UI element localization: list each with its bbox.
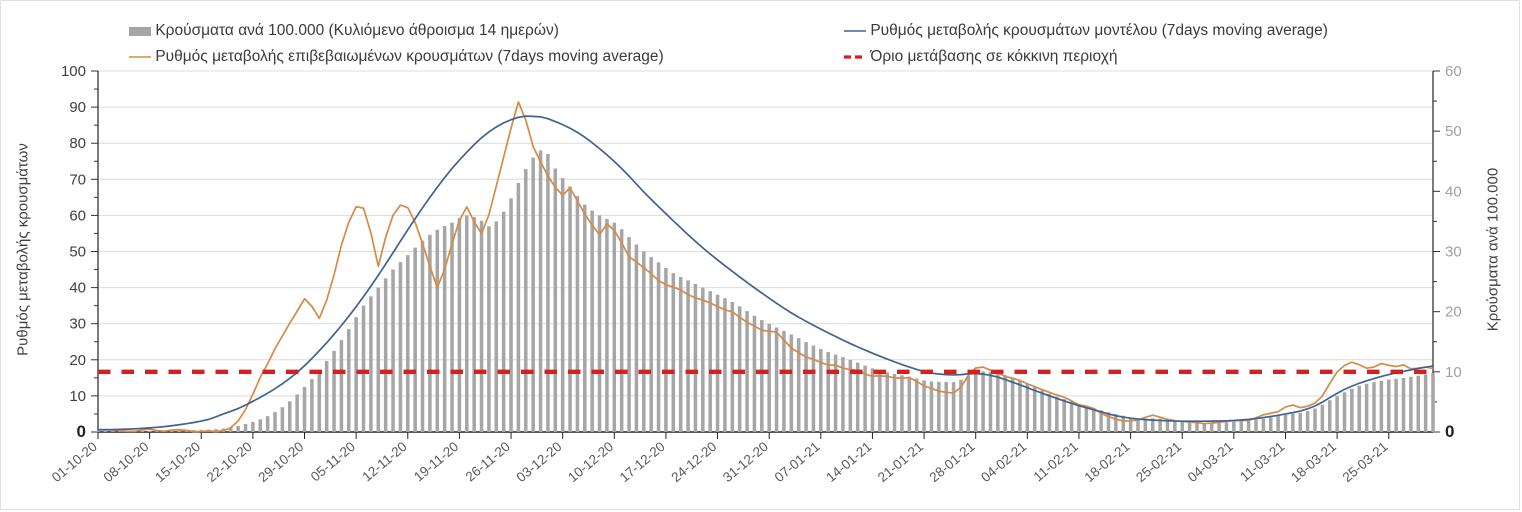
svg-text:08-10-20: 08-10-20 — [101, 439, 152, 485]
svg-text:07-01-21: 07-01-21 — [772, 439, 823, 485]
svg-text:26-11-20: 26-11-20 — [463, 439, 513, 485]
svg-text:21-01-21: 21-01-21 — [875, 439, 926, 485]
svg-text:60: 60 — [1445, 63, 1462, 80]
svg-text:15-10-20: 15-10-20 — [152, 439, 203, 485]
svg-text:50: 50 — [1445, 123, 1462, 140]
svg-text:31-12-20: 31-12-20 — [720, 439, 771, 485]
svg-text:03-12-20: 03-12-20 — [514, 439, 565, 485]
svg-text:40: 40 — [1445, 183, 1462, 200]
svg-text:10-12-20: 10-12-20 — [565, 439, 616, 485]
svg-text:30: 30 — [69, 316, 86, 333]
svg-text:10: 10 — [69, 388, 86, 405]
svg-text:22-10-20: 22-10-20 — [204, 439, 255, 485]
svg-text:20: 20 — [69, 352, 86, 369]
svg-text:40: 40 — [69, 280, 86, 297]
svg-text:01-10-20: 01-10-20 — [49, 439, 100, 485]
svg-text:25-02-21: 25-02-21 — [1133, 439, 1184, 485]
svg-text:90: 90 — [69, 99, 86, 116]
svg-text:24-12-20: 24-12-20 — [668, 439, 719, 485]
svg-text:20: 20 — [1445, 304, 1462, 321]
svg-text:14-01-21: 14-01-21 — [823, 439, 874, 485]
svg-text:04-02-21: 04-02-21 — [978, 439, 1029, 485]
svg-text:28-01-21: 28-01-21 — [927, 439, 978, 485]
svg-text:11-03-21: 11-03-21 — [1237, 439, 1287, 485]
svg-text:18-03-21: 18-03-21 — [1288, 439, 1339, 485]
svg-text:17-12-20: 17-12-20 — [617, 439, 668, 485]
svg-text:11-02-21: 11-02-21 — [1031, 439, 1081, 485]
svg-text:10: 10 — [1445, 364, 1462, 381]
svg-text:29-10-20: 29-10-20 — [255, 439, 306, 485]
svg-text:60: 60 — [69, 207, 86, 224]
svg-text:80: 80 — [69, 135, 86, 152]
svg-text:05-11-20: 05-11-20 — [308, 439, 358, 485]
svg-text:0: 0 — [1445, 422, 1454, 441]
svg-text:18-02-21: 18-02-21 — [1081, 439, 1132, 485]
svg-text:30: 30 — [1445, 244, 1462, 261]
svg-text:50: 50 — [69, 244, 86, 261]
svg-text:12-11-20: 12-11-20 — [359, 439, 409, 485]
svg-text:0: 0 — [77, 422, 86, 441]
svg-text:19-11-20: 19-11-20 — [411, 439, 461, 485]
svg-text:04-03-21: 04-03-21 — [1185, 439, 1236, 485]
svg-text:25-03-21: 25-03-21 — [1340, 439, 1391, 485]
svg-text:100: 100 — [61, 63, 86, 80]
svg-text:70: 70 — [69, 171, 86, 188]
